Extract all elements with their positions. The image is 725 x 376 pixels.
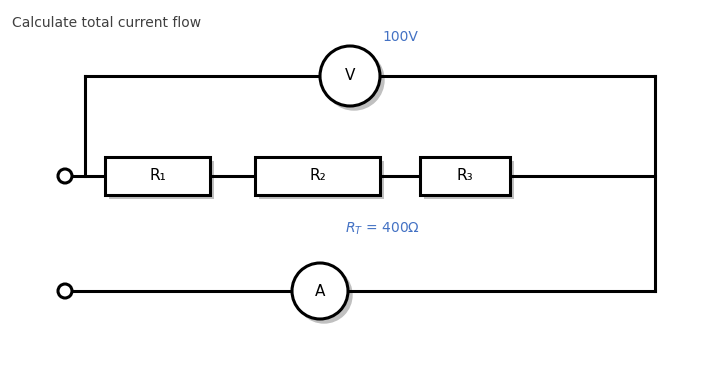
FancyBboxPatch shape xyxy=(109,161,214,199)
Text: R₃: R₃ xyxy=(457,168,473,183)
Circle shape xyxy=(58,169,72,183)
Circle shape xyxy=(324,50,384,110)
Text: A: A xyxy=(315,284,326,299)
Text: 100V: 100V xyxy=(382,30,418,44)
FancyBboxPatch shape xyxy=(105,157,210,195)
Circle shape xyxy=(320,46,380,106)
Circle shape xyxy=(296,267,352,323)
Circle shape xyxy=(292,263,348,319)
Text: $R_T$ = 400Ω: $R_T$ = 400Ω xyxy=(345,221,420,237)
FancyBboxPatch shape xyxy=(259,161,384,199)
Text: R₁: R₁ xyxy=(149,168,166,183)
Text: V: V xyxy=(345,68,355,83)
FancyBboxPatch shape xyxy=(255,157,380,195)
Circle shape xyxy=(58,284,72,298)
Text: R₂: R₂ xyxy=(309,168,326,183)
FancyBboxPatch shape xyxy=(420,157,510,195)
Text: Calculate total current flow: Calculate total current flow xyxy=(12,16,201,30)
FancyBboxPatch shape xyxy=(424,161,514,199)
